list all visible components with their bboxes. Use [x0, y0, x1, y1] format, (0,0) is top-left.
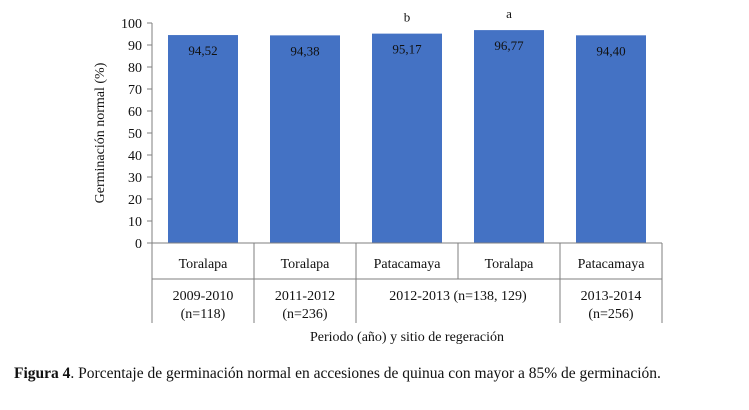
y-tick-label: 0: [135, 237, 142, 252]
y-axis-title: Germinación normal (%): [93, 62, 108, 203]
y-tick-label: 80: [128, 61, 142, 76]
y-tick-label: 70: [128, 83, 142, 98]
y-tick-label: 90: [128, 39, 142, 54]
bar: [270, 35, 340, 243]
bar: [168, 35, 238, 243]
x-group-sublabel: (n=118): [181, 307, 226, 322]
bar-value-label: 94,40: [596, 43, 625, 58]
bar: [372, 33, 442, 243]
x-group-sublabel: (n=256): [588, 307, 634, 322]
y-tick-label: 100: [121, 17, 142, 32]
figure-caption: Figura 4. Porcentaje de germinación norm…: [14, 364, 742, 383]
y-tick-label: 10: [128, 215, 142, 230]
figure-caption-text: . Porcentaje de germinación normal en ac…: [70, 365, 661, 382]
x-category-label: Patacamaya: [578, 257, 646, 272]
x-group-label: 2009-2010: [173, 289, 234, 304]
x-group-sublabel: (n=236): [282, 307, 328, 322]
x-group-label: 2011-2012: [275, 289, 335, 304]
y-tick-label: 50: [128, 127, 142, 142]
y-tick-label: 30: [128, 171, 142, 186]
y-tick-label: 20: [128, 193, 142, 208]
bar-annotation: a: [506, 6, 512, 21]
bar-annotation: b: [404, 10, 411, 25]
x-axis-title: Periodo (año) y sitio de regeración: [310, 330, 504, 345]
bar-chart: 0 10 20 30 40 50 60 70 80 90 100 Germinación normal…: [93, 6, 663, 345]
bar: [576, 35, 646, 243]
bar-value-label: 96,77: [494, 38, 524, 53]
y-tick-label: 60: [128, 105, 142, 120]
x-category-label: Toralapa: [485, 257, 535, 272]
bar-value-label: 94,38: [290, 43, 319, 58]
figure-caption-label: Figura 4: [14, 365, 71, 382]
y-tick-label: 40: [128, 149, 142, 164]
x-group-label: 2012-2013 (n=138, 129): [389, 289, 527, 304]
bar-value-label: 94,52: [188, 43, 217, 58]
x-category-label: Toralapa: [281, 257, 331, 272]
bar-value-label: 95,17: [392, 42, 422, 57]
x-category-label: Patacamaya: [374, 257, 442, 272]
x-group-label: 2013-2014: [581, 289, 642, 304]
bar: [474, 30, 544, 243]
x-category-label: Toralapa: [179, 257, 229, 272]
